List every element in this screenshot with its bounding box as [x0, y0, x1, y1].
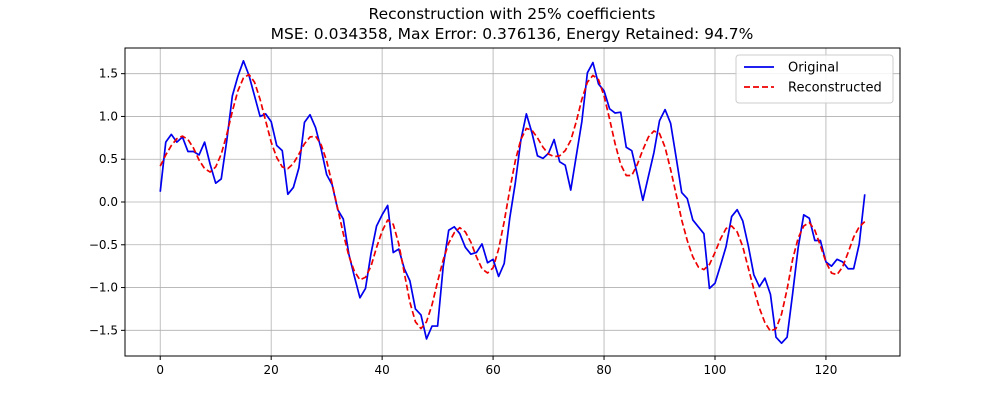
y-tick-label: −1.5: [89, 323, 118, 337]
x-tick-label: 100: [704, 363, 727, 377]
x-tick-label: 80: [596, 363, 611, 377]
y-tick-label: 0.0: [99, 195, 118, 209]
y-tick-label: 0.5: [99, 152, 118, 166]
y-tick-label: 1.0: [99, 109, 118, 123]
legend-box: [735, 54, 894, 104]
y-tick-label: −1.0: [89, 281, 118, 295]
y-tick-label: 1.5: [99, 67, 118, 81]
legend-label-reconstructed: Reconstructed: [788, 81, 882, 96]
series-group: [159, 59, 866, 345]
x-tick-label: 20: [264, 363, 279, 377]
legend-label-original: Original: [788, 61, 839, 76]
y-tick-label: −0.5: [89, 238, 118, 252]
legend: Original Reconstructed: [735, 54, 894, 104]
chart-title: Reconstruction with 25% coefficients: [369, 5, 656, 23]
x-tick-label: 0: [156, 363, 164, 377]
x-tick-label: 40: [374, 363, 389, 377]
series-line-reconstructed: [159, 73, 866, 333]
x-tick-label: 60: [485, 363, 500, 377]
axis-ticks: 0 20 40 60 80 100 120 −1.5 −1.0 −0.5 0.0 0.5 1.0 1.5: [89, 67, 838, 377]
series-line-original: [159, 59, 866, 345]
x-tick-label: 120: [814, 363, 837, 377]
chart-subtitle: MSE: 0.034358, Max Error: 0.376136, Ener…: [271, 25, 754, 43]
